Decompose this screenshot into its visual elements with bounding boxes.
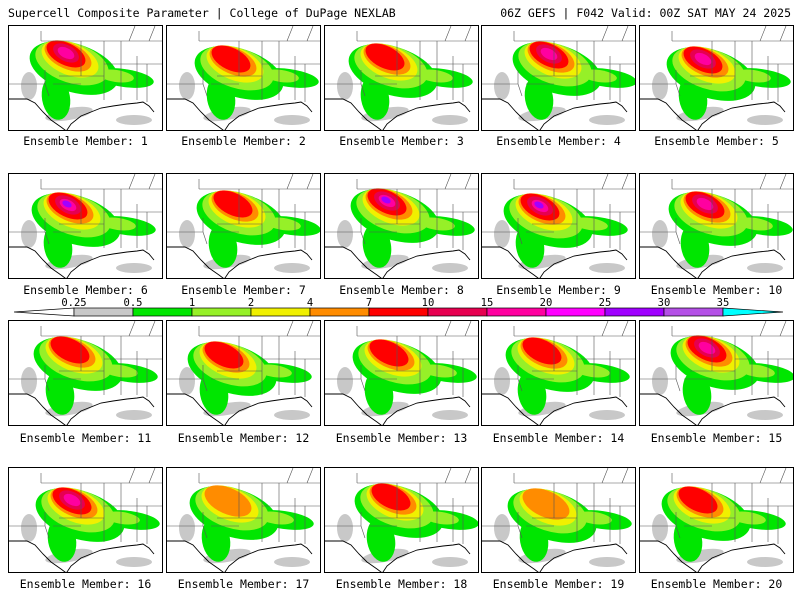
legend-swatch <box>250 307 311 317</box>
member-map <box>639 173 794 279</box>
member-caption: Ensemble Member: 3 <box>339 134 464 148</box>
member-caption: Ensemble Member: 2 <box>181 134 306 148</box>
member-map <box>8 467 163 573</box>
member-map <box>166 467 321 573</box>
legend-label: 25 <box>599 298 612 309</box>
color-scale-legend: 0.25 0.5 1 2 4 7 10 15 20 25 30 35 <box>14 298 784 317</box>
legend-underflow-arrow <box>14 307 75 317</box>
member-map <box>481 25 636 131</box>
member-map <box>324 173 479 279</box>
legend-swatch <box>191 307 252 317</box>
member-caption: Ensemble Member: 5 <box>654 134 779 148</box>
member-caption: Ensemble Member: 17 <box>177 577 310 591</box>
legend-label: 2 <box>248 298 254 309</box>
legend-overflow-arrow <box>722 307 784 317</box>
member-map <box>639 467 794 573</box>
member-caption: Ensemble Member: 14 <box>492 431 625 445</box>
legend-label: 0.25 <box>61 298 86 309</box>
member-caption: Ensemble Member: 1 <box>23 134 148 148</box>
legend-label: 4 <box>307 298 313 309</box>
member-map <box>481 467 636 573</box>
member-map <box>8 173 163 279</box>
member-map <box>166 320 321 426</box>
legend-label: 35 <box>717 298 730 309</box>
member-caption: Ensemble Member: 10 <box>650 283 783 297</box>
legend-label: 30 <box>658 298 671 309</box>
legend-swatch <box>427 307 488 317</box>
member-map <box>166 25 321 131</box>
legend-label: 15 <box>481 298 494 309</box>
legend-label: 20 <box>540 298 553 309</box>
legend-label: 0.5 <box>124 298 143 309</box>
legend-label: 7 <box>366 298 372 309</box>
member-map <box>639 320 794 426</box>
member-caption: Ensemble Member: 4 <box>496 134 621 148</box>
legend-swatch <box>73 307 134 317</box>
page-title: Supercell Composite Parameter | College … <box>8 6 396 20</box>
legend-swatch <box>545 307 606 317</box>
legend-label: 10 <box>422 298 435 309</box>
member-map <box>324 320 479 426</box>
member-map <box>639 25 794 131</box>
member-map <box>481 173 636 279</box>
legend-label: 1 <box>189 298 195 309</box>
member-caption: Ensemble Member: 18 <box>335 577 468 591</box>
member-caption: Ensemble Member: 20 <box>650 577 783 591</box>
legend-swatch <box>604 307 665 317</box>
member-caption: Ensemble Member: 15 <box>650 431 783 445</box>
run-info: 06Z GEFS | F042 Valid: 00Z SAT MAY 24 20… <box>500 6 791 20</box>
legend-swatch <box>309 307 370 317</box>
legend-swatch <box>132 307 193 317</box>
member-caption: Ensemble Member: 7 <box>181 283 306 297</box>
member-map <box>481 320 636 426</box>
member-caption: Ensemble Member: 8 <box>339 283 464 297</box>
member-map <box>8 320 163 426</box>
member-caption: Ensemble Member: 16 <box>19 577 152 591</box>
member-caption: Ensemble Member: 9 <box>496 283 621 297</box>
member-caption: Ensemble Member: 19 <box>492 577 625 591</box>
member-caption: Ensemble Member: 12 <box>177 431 310 445</box>
member-caption: Ensemble Member: 11 <box>19 431 152 445</box>
member-map <box>166 173 321 279</box>
legend-swatch <box>663 307 724 317</box>
member-caption: Ensemble Member: 13 <box>335 431 468 445</box>
member-map <box>324 25 479 131</box>
legend-swatch <box>368 307 429 317</box>
member-map <box>8 25 163 131</box>
member-map <box>324 467 479 573</box>
member-caption: Ensemble Member: 6 <box>23 283 148 297</box>
legend-swatch <box>486 307 547 317</box>
